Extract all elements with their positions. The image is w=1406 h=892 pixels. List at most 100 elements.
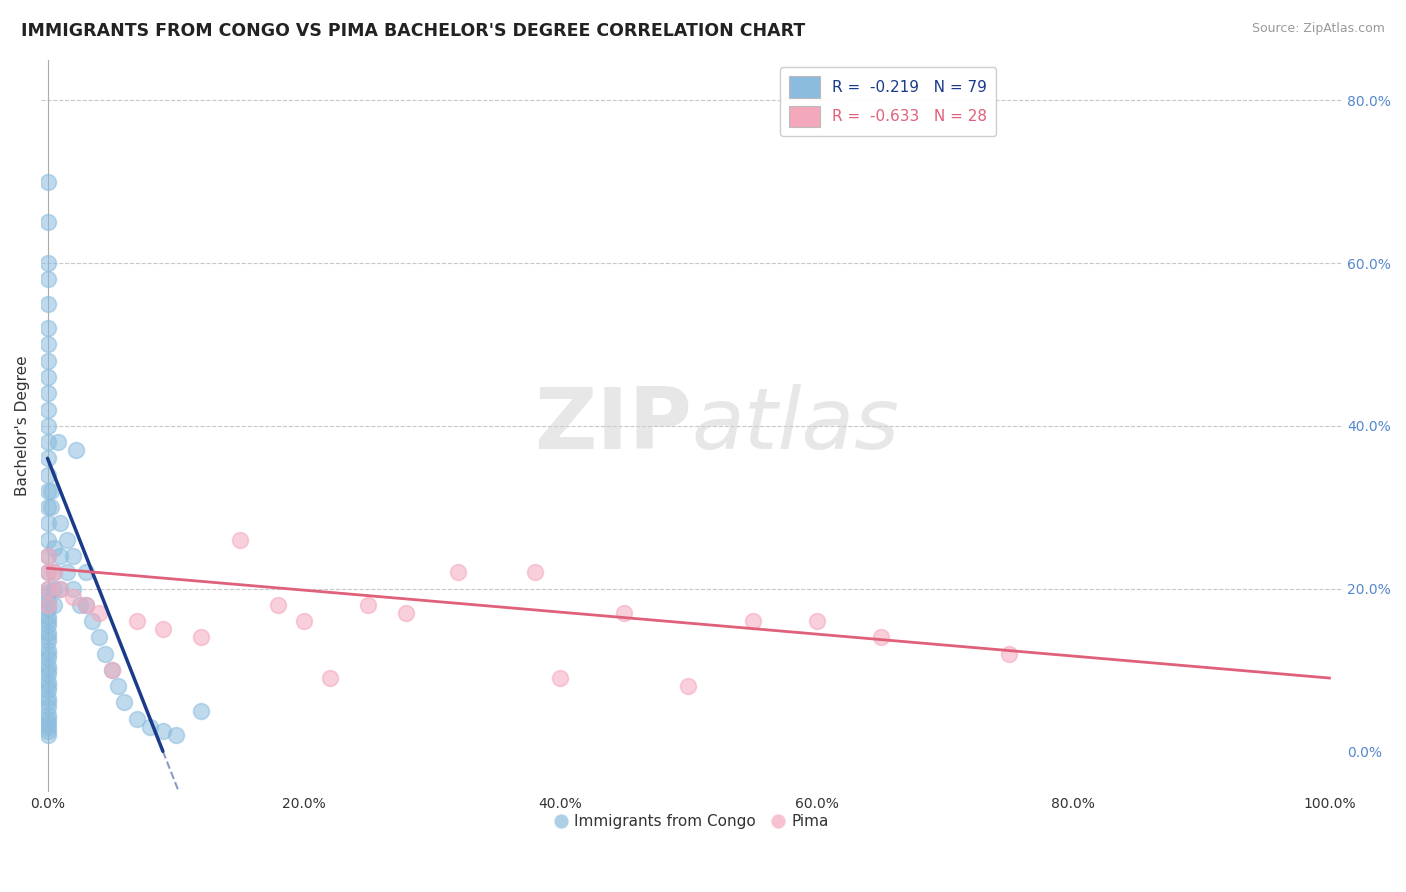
Point <box>523 566 546 580</box>
Point <box>42 566 65 580</box>
Point <box>357 598 380 612</box>
Point <box>94 647 117 661</box>
Point <box>100 663 122 677</box>
Point <box>41 483 63 498</box>
Point <box>37 602 59 616</box>
Point <box>37 598 59 612</box>
Point <box>55 566 77 580</box>
Point <box>869 631 891 645</box>
Point <box>37 723 59 738</box>
Point <box>37 215 59 229</box>
Point <box>37 707 59 722</box>
Point <box>37 256 59 270</box>
Point <box>42 541 65 555</box>
Point <box>114 695 136 709</box>
Point <box>37 566 59 580</box>
Point <box>49 582 72 596</box>
Point <box>678 679 700 693</box>
Point <box>37 549 59 563</box>
Point <box>37 647 59 661</box>
Point <box>75 566 97 580</box>
Point <box>190 631 212 645</box>
Point <box>548 671 571 685</box>
Point <box>41 500 63 515</box>
Point <box>37 720 59 734</box>
Point <box>107 679 129 693</box>
Point <box>82 614 104 628</box>
Point <box>37 610 59 624</box>
Point <box>37 699 59 714</box>
Point <box>37 614 59 628</box>
Point <box>37 353 59 368</box>
Point <box>37 598 59 612</box>
Point <box>139 720 162 734</box>
Point <box>292 614 315 628</box>
Text: ZIP: ZIP <box>534 384 692 467</box>
Point <box>37 683 59 698</box>
Point <box>37 728 59 742</box>
Point <box>152 622 174 636</box>
Point <box>37 667 59 681</box>
Point <box>447 566 470 580</box>
Point <box>37 695 59 709</box>
Point <box>37 272 59 286</box>
Point <box>37 675 59 690</box>
Point <box>69 598 91 612</box>
Point <box>806 614 828 628</box>
Point <box>49 582 72 596</box>
Point <box>55 533 77 547</box>
Point <box>49 549 72 563</box>
Point <box>998 647 1021 661</box>
Point <box>42 566 65 580</box>
Point <box>37 642 59 657</box>
Point <box>46 435 69 450</box>
Point <box>75 598 97 612</box>
Point <box>395 606 418 620</box>
Point <box>100 663 122 677</box>
Point <box>267 598 290 612</box>
Point <box>152 723 174 738</box>
Point <box>37 712 59 726</box>
Point <box>37 650 59 665</box>
Point <box>741 614 763 628</box>
Text: IMMIGRANTS FROM CONGO VS PIMA BACHELOR'S DEGREE CORRELATION CHART: IMMIGRANTS FROM CONGO VS PIMA BACHELOR'S… <box>21 22 806 40</box>
Point <box>37 296 59 310</box>
Point <box>37 585 59 599</box>
Point <box>37 582 59 596</box>
Point <box>37 451 59 466</box>
Point <box>37 566 59 580</box>
Point <box>127 712 149 726</box>
Point <box>37 634 59 648</box>
Point <box>37 418 59 433</box>
Point <box>42 598 65 612</box>
Point <box>37 626 59 640</box>
Point <box>37 402 59 417</box>
Point <box>37 663 59 677</box>
Y-axis label: Bachelor's Degree: Bachelor's Degree <box>15 356 30 496</box>
Point <box>37 679 59 693</box>
Point <box>37 582 59 596</box>
Point <box>37 483 59 498</box>
Point <box>37 175 59 189</box>
Point <box>37 337 59 351</box>
Point <box>37 516 59 531</box>
Point <box>37 658 59 673</box>
Point <box>37 533 59 547</box>
Point <box>87 606 110 620</box>
Point <box>42 582 65 596</box>
Point <box>37 618 59 632</box>
Point <box>37 386 59 401</box>
Point <box>37 593 59 607</box>
Point <box>37 321 59 335</box>
Point <box>37 435 59 450</box>
Point <box>190 704 212 718</box>
Point <box>318 671 340 685</box>
Point <box>62 549 84 563</box>
Point <box>165 728 187 742</box>
Point <box>75 598 97 612</box>
Point <box>37 549 59 563</box>
Point <box>37 500 59 515</box>
Legend: Immigrants from Congo, Pima: Immigrants from Congo, Pima <box>548 808 835 836</box>
Text: Source: ZipAtlas.com: Source: ZipAtlas.com <box>1251 22 1385 36</box>
Point <box>37 631 59 645</box>
